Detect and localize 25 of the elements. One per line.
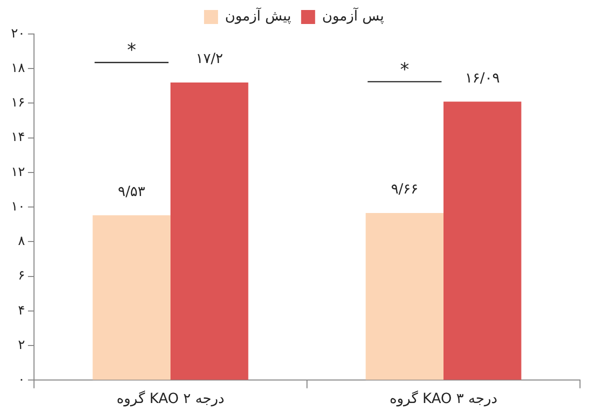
x-tick-label: گروه KAO درجه ۳ [390, 390, 498, 408]
bar [92, 215, 170, 380]
bar [443, 102, 522, 380]
legend-label: پیش آزمون [225, 6, 292, 25]
legend-label: پس آزمون [322, 6, 384, 25]
data-label: ۱۷/۲ [196, 51, 224, 68]
y-tick-label: ۱۶ [10, 96, 25, 111]
x-tick-label: گروه KAO درجه ۲ [116, 390, 224, 408]
bar [366, 212, 444, 380]
y-tick-label: ۲۰ [10, 26, 25, 42]
y-tick-label: ۰ [18, 372, 25, 388]
data-label: ۹/۶۶ [390, 182, 418, 198]
y-tick-label: ۱۰ [10, 199, 25, 214]
y-tick-label: ۱۲ [10, 164, 25, 180]
y-tick-label: ۱۴ [10, 130, 25, 146]
y-tick-label: ۸ [18, 234, 25, 250]
annotation: * [127, 40, 136, 62]
y-tick-label: ۴ [18, 303, 25, 318]
bar [170, 82, 248, 380]
data-label: ۹/۵۳ [118, 184, 146, 200]
y-tick-label: ۲ [18, 338, 25, 353]
annotation: * [400, 59, 410, 80]
y-tick-label: ۶ [18, 268, 25, 284]
data-label: ۱۶/۰۹ [465, 70, 500, 86]
y-tick-label: ۱۸ [10, 60, 25, 76]
